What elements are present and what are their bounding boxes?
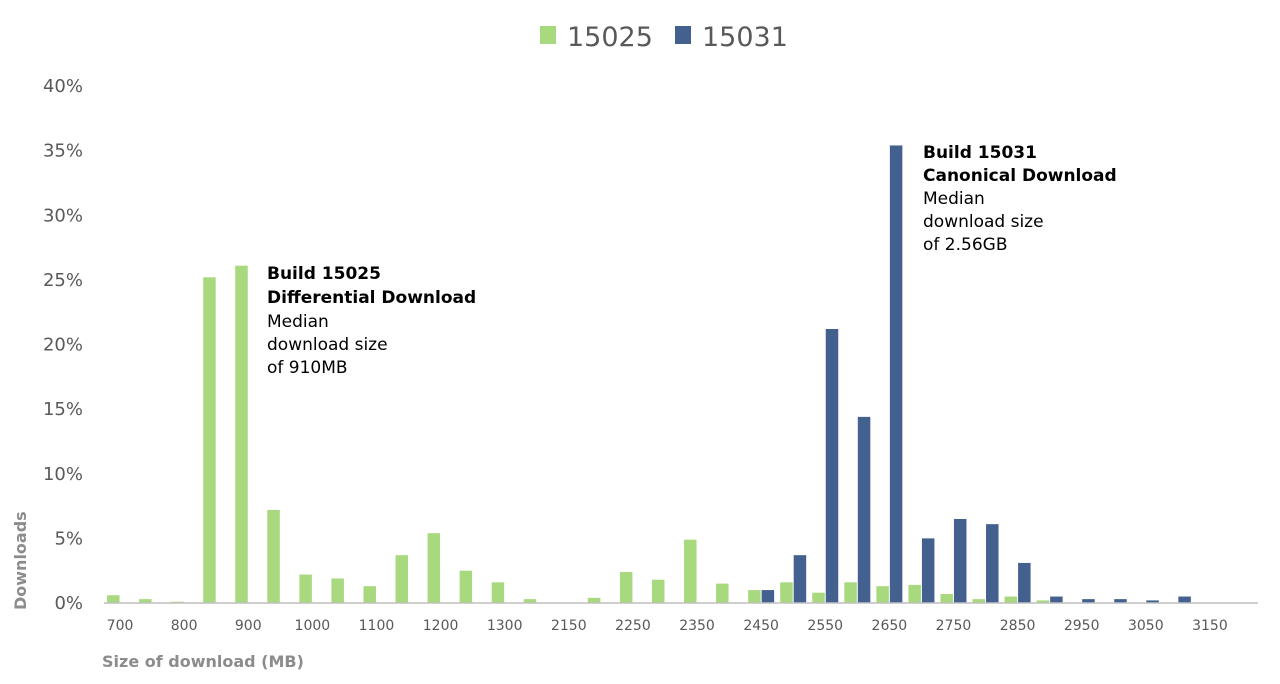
bar-15031-2750 — [953, 518, 967, 603]
bar-15025-2800 — [972, 599, 986, 603]
bar-15025-750 — [139, 599, 152, 603]
bar-15031-2500 — [793, 555, 807, 603]
bar-15031-2850 — [1018, 562, 1031, 603]
bar-15025-2300 — [651, 579, 665, 603]
bar-15031-2900 — [1050, 596, 1063, 603]
bar-15025-1100 — [363, 586, 376, 603]
y-tick-label: 40% — [43, 76, 83, 97]
bar-15031-2700 — [921, 538, 935, 603]
y-tick-label: 25% — [43, 270, 83, 291]
x-tick-label: 1200 — [423, 618, 459, 634]
x-tick-label: 2950 — [1064, 618, 1100, 634]
bar-15025-2750 — [940, 593, 953, 603]
x-tick-label: 900 — [235, 618, 262, 634]
annotation-body-line: of 2.56GB — [923, 235, 1007, 255]
bar-15025-2550 — [812, 592, 825, 603]
y-tick-label: 10% — [43, 464, 83, 485]
bar-15025-2900 — [1036, 600, 1050, 603]
bar-15025-2650 — [876, 586, 889, 603]
bar-15025-1350 — [523, 599, 537, 603]
bar-15025-2200 — [587, 597, 601, 603]
x-tick-label: 2850 — [1000, 618, 1036, 634]
legend-swatch-15031 — [675, 26, 691, 44]
x-tick-label: 3150 — [1192, 618, 1228, 634]
x-tick-label: 1000 — [295, 618, 331, 634]
bar-15025-1200 — [427, 533, 441, 603]
bar-15025-1150 — [395, 555, 409, 603]
annotation-body-line: download size — [923, 212, 1044, 232]
bar-15025-2250 — [619, 571, 633, 603]
bar-15025-2400 — [716, 583, 729, 603]
bar-15031-3050 — [1146, 600, 1159, 603]
bar-15025-700 — [107, 595, 120, 603]
legend: 15025 15031 — [540, 22, 788, 53]
bar-15025-2700 — [908, 584, 921, 603]
y-tick-label: 35% — [43, 141, 83, 162]
x-tick-label: 1300 — [487, 618, 523, 634]
y-axis-title: Downloads — [11, 511, 30, 610]
bar-15025-2500 — [780, 582, 793, 603]
y-tick-label: 0% — [54, 593, 83, 614]
bar-15025-2350 — [684, 539, 697, 603]
y-tick-label: 30% — [43, 205, 83, 226]
x-axis-ticks: 700 800 900 1000 1100 1200 1300 2150 2250 2350 245… — [107, 618, 1228, 634]
bar-15031-2450 — [761, 590, 775, 603]
bar-15031-2800 — [986, 524, 999, 603]
x-tick-label: 2250 — [615, 618, 651, 634]
bar-15025-1300 — [491, 582, 505, 603]
x-tick-label: 800 — [171, 618, 198, 634]
bar-15025-1250 — [459, 570, 473, 603]
bar-15025-1050 — [331, 578, 344, 603]
bar-15025-1000 — [299, 574, 312, 603]
x-tick-label: 2450 — [743, 618, 779, 634]
bar-15025-2450 — [748, 590, 761, 603]
y-tick-label: 20% — [43, 335, 83, 356]
x-tick-label: 700 — [107, 618, 134, 634]
annotation-body-line: download size — [267, 335, 388, 355]
x-tick-label: 2550 — [807, 618, 843, 634]
bar-15025-900 — [235, 265, 248, 603]
annotation-build-15031: Build 15031 Canonical Download Median do… — [923, 143, 1117, 255]
x-tick-label: 2750 — [936, 618, 972, 634]
annotation-build-15025: Build 15025 Differential Download Median… — [267, 264, 476, 378]
bar-15025-2850 — [1004, 596, 1018, 603]
annotation-title-line: Build 15031 — [923, 143, 1037, 163]
legend-label-15025: 15025 — [567, 22, 653, 53]
x-tick-label: 3050 — [1128, 618, 1164, 634]
annotation-title-line: Canonical Download — [923, 166, 1117, 186]
bar-15031-2600 — [857, 416, 871, 603]
annotation-body-line: Median — [923, 189, 985, 209]
annotation-body-line: of 910MB — [267, 358, 348, 378]
bar-15025-850 — [203, 277, 216, 603]
bar-15031-3100 — [1178, 596, 1191, 603]
bar-15031-2650 — [889, 145, 903, 603]
bar-15031-3000 — [1114, 599, 1127, 603]
legend-swatch-15025 — [540, 26, 556, 44]
annotation-title-line: Build 15025 — [267, 264, 381, 284]
bar-15031-2550 — [825, 328, 839, 603]
x-tick-label: 2150 — [551, 618, 587, 634]
annotation-title-line: Differential Download — [267, 288, 476, 308]
x-tick-label: 2350 — [679, 618, 715, 634]
y-tick-label: 15% — [43, 399, 83, 420]
bar-15025-950 — [267, 509, 280, 603]
y-axis-ticks: 0% 5% 10% 15% 20% 25% 30% 35% 40% — [43, 76, 83, 614]
legend-label-15031: 15031 — [702, 22, 788, 53]
bars — [107, 145, 1191, 603]
y-tick-label: 5% — [54, 528, 83, 549]
x-tick-label: 2650 — [872, 618, 908, 634]
bar-15025-2600 — [844, 582, 857, 603]
bar-15031-2950 — [1082, 599, 1095, 603]
annotation-body-line: Median — [267, 312, 329, 332]
x-axis-title: Size of download (MB) — [102, 652, 304, 671]
x-tick-label: 1100 — [359, 618, 395, 634]
